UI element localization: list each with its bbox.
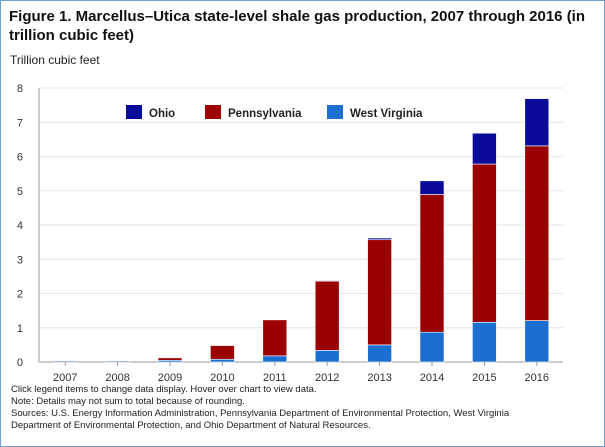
bar-segment-ohio[interactable]: Ohio 2013: 0.05 [367, 237, 392, 241]
bar-segment-pennsylvania[interactable]: Pennsylvania 2010: 0.4 [210, 345, 235, 360]
x-tick-label: 2012 [315, 372, 339, 381]
bar-segment-pennsylvania[interactable]: Pennsylvania 2009: 0.07 [157, 357, 183, 361]
x-tick-label: 2015 [472, 372, 496, 381]
y-tick-label: 3 [17, 254, 23, 266]
bar-segment-west-virginia[interactable]: West Virginia 2013: 0.5 [367, 344, 392, 363]
bar-segment-west-virginia[interactable]: West Virginia 2016: 1.21 [524, 320, 550, 363]
legend-label: West Virginia [350, 108, 423, 120]
x-axis-ticks: 2007 2008 2009 2010 2011 2012 2013 2014 2015 2016 [53, 362, 549, 381]
x-tick-label: 2009 [158, 372, 182, 381]
bar-segment-pennsylvania[interactable]: Pennsylvania 2014: 4.02 [419, 194, 445, 333]
bar-segment-pennsylvania[interactable]: Pennsylvania 2011: 1.05 [262, 319, 288, 357]
legend-swatch [205, 105, 221, 119]
bar-segment-west-virginia[interactable]: West Virginia 2010: 0.08 [210, 358, 235, 363]
chart-notes: Click legend items to change data displa… [11, 384, 601, 432]
x-tick-label: 2010 [210, 372, 234, 381]
x-tick-label: 2014 [420, 372, 444, 381]
y-axis-ticks: 0 1 2 3 4 5 6 7 8 [17, 83, 23, 369]
note-sources: Sources: U.S. Energy Information Adminis… [11, 408, 510, 419]
bar-segment-ohio[interactable]: Ohio 2016: 1.38 [524, 98, 550, 147]
x-tick-label: 2016 [525, 372, 549, 381]
x-tick-label: 2008 [105, 372, 129, 381]
bar-segment-pennsylvania[interactable]: Pennsylvania 2013: 3.07 [367, 239, 392, 346]
legend-label: Pennsylvania [228, 108, 302, 120]
bar-segment-pennsylvania[interactable]: Pennsylvania 2015: 4.62 [472, 163, 497, 323]
note-instructions: Click legend items to change data displa… [11, 384, 317, 395]
bars[interactable]: West Virginia 2007: 0.03 West Virginia 20… [52, 98, 550, 363]
bar-segment-west-virginia[interactable]: West Virginia 2011: 0.18 [262, 355, 288, 363]
bar-segment-west-virginia[interactable]: West Virginia 2015: 1.16 [472, 321, 497, 363]
x-tick-label: 2007 [53, 372, 77, 381]
y-tick-label: 2 [17, 289, 23, 301]
bar-segment-west-virginia[interactable]: West Virginia 2014: 0.87 [419, 331, 445, 363]
bar-segment-ohio[interactable]: Ohio 2014: 0.4 [419, 180, 445, 195]
y-tick-label: 6 [17, 152, 23, 164]
y-tick-label: 4 [17, 220, 23, 232]
note-sources-continued: Department of Environmental Protection, … [11, 420, 371, 431]
y-tick-label: 5 [17, 186, 23, 198]
bar-segment-ohio[interactable]: Ohio 2015: 0.9 [472, 132, 497, 165]
y-tick-label: 1 [17, 323, 23, 335]
bar-segment-west-virginia[interactable]: West Virginia 2012: 0.34 [314, 350, 340, 363]
legend[interactable]: Ohio Pennsylvania West Virginia [126, 105, 423, 120]
chart-title: Figure 1. Marcellus–Utica state-level sh… [9, 8, 586, 44]
x-tick-label: 2011 [263, 372, 287, 381]
bar-segment-pennsylvania[interactable]: Pennsylvania 2012: 2.02 [314, 280, 340, 351]
y-tick-label: 0 [17, 357, 23, 369]
legend-swatch [327, 105, 343, 119]
note-rounding: Note: Details may not sum to total becau… [11, 396, 245, 407]
legend-item-pennsylvania[interactable]: Pennsylvania [205, 105, 302, 120]
legend-item-ohio[interactable]: Ohio [126, 105, 175, 120]
y-tick-label: 8 [17, 83, 23, 95]
legend-label: Ohio [149, 108, 175, 120]
y-tick-label: 7 [17, 117, 23, 129]
bar-segment-pennsylvania[interactable]: Pennsylvania 2016: 5.1 [524, 145, 550, 321]
bar-segment-west-virginia[interactable]: West Virginia 2008: 0.03 [105, 360, 130, 363]
bar-segment-ohio[interactable]: Ohio 2012: 0.02 [314, 280, 340, 282]
x-tick-label: 2013 [367, 372, 391, 381]
bar-segment-west-virginia[interactable]: West Virginia 2007: 0.03 [52, 360, 78, 363]
legend-swatch [126, 105, 142, 119]
y-axis-label: Trillion cubic feet [10, 53, 100, 67]
legend-item-west-virginia[interactable]: West Virginia [327, 105, 423, 120]
